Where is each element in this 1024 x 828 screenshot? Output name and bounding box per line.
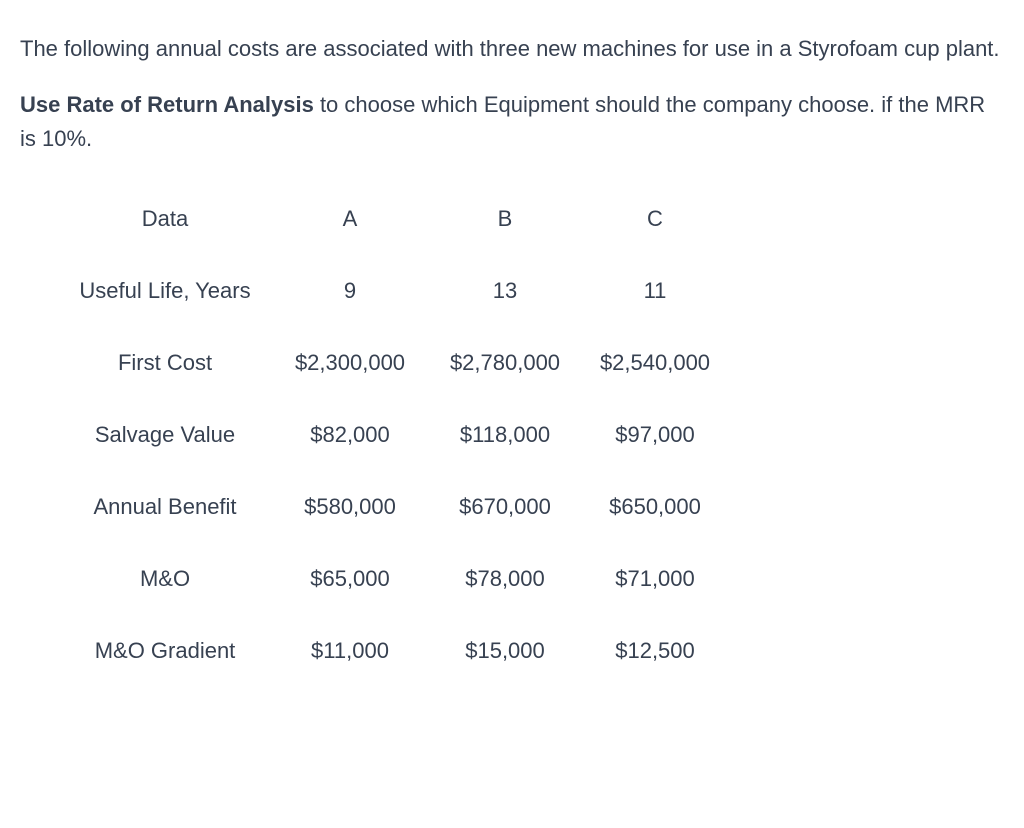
instruction-bold: Use Rate of Return Analysis [20,92,314,117]
table-header-row: Data A B C [60,206,730,278]
cell: $11,000 [270,638,430,664]
row-label: Salvage Value [60,422,270,494]
cell: $2,300,000 [270,350,430,422]
table-row: First Cost $2,300,000 $2,780,000 $2,540,… [60,350,730,422]
row-label: Annual Benefit [60,494,270,566]
cell: $65,000 [270,566,430,638]
table-row: M&O $65,000 $78,000 $71,000 [60,566,730,638]
instruction-paragraph: Use Rate of Return Analysis to choose wh… [20,88,1004,156]
table-row: Useful Life, Years 9 13 11 [60,278,730,350]
col-header-b: B [430,206,580,278]
row-label: M&O Gradient [60,638,270,664]
cell: $78,000 [430,566,580,638]
cell: $12,500 [580,638,730,664]
table-row: Annual Benefit $580,000 $670,000 $650,00… [60,494,730,566]
cost-table: Data A B C Useful Life, Years 9 13 11 Fi… [60,206,730,664]
cell: 13 [430,278,580,350]
row-label: Useful Life, Years [60,278,270,350]
table-row: M&O Gradient $11,000 $15,000 $12,500 [60,638,730,664]
header-label: Data [60,206,270,278]
cell: $650,000 [580,494,730,566]
cell: $580,000 [270,494,430,566]
table-row: Salvage Value $82,000 $118,000 $97,000 [60,422,730,494]
cell: $82,000 [270,422,430,494]
col-header-c: C [580,206,730,278]
intro-paragraph: The following annual costs are associate… [20,32,1004,66]
cell: $118,000 [430,422,580,494]
row-label: First Cost [60,350,270,422]
cell: $670,000 [430,494,580,566]
cell: $15,000 [430,638,580,664]
cell: $2,540,000 [580,350,730,422]
col-header-a: A [270,206,430,278]
cell: 9 [270,278,430,350]
cell: $2,780,000 [430,350,580,422]
row-label: M&O [60,566,270,638]
problem-page: The following annual costs are associate… [0,0,1024,684]
cell: $97,000 [580,422,730,494]
cell: $71,000 [580,566,730,638]
cell: 11 [580,278,730,350]
